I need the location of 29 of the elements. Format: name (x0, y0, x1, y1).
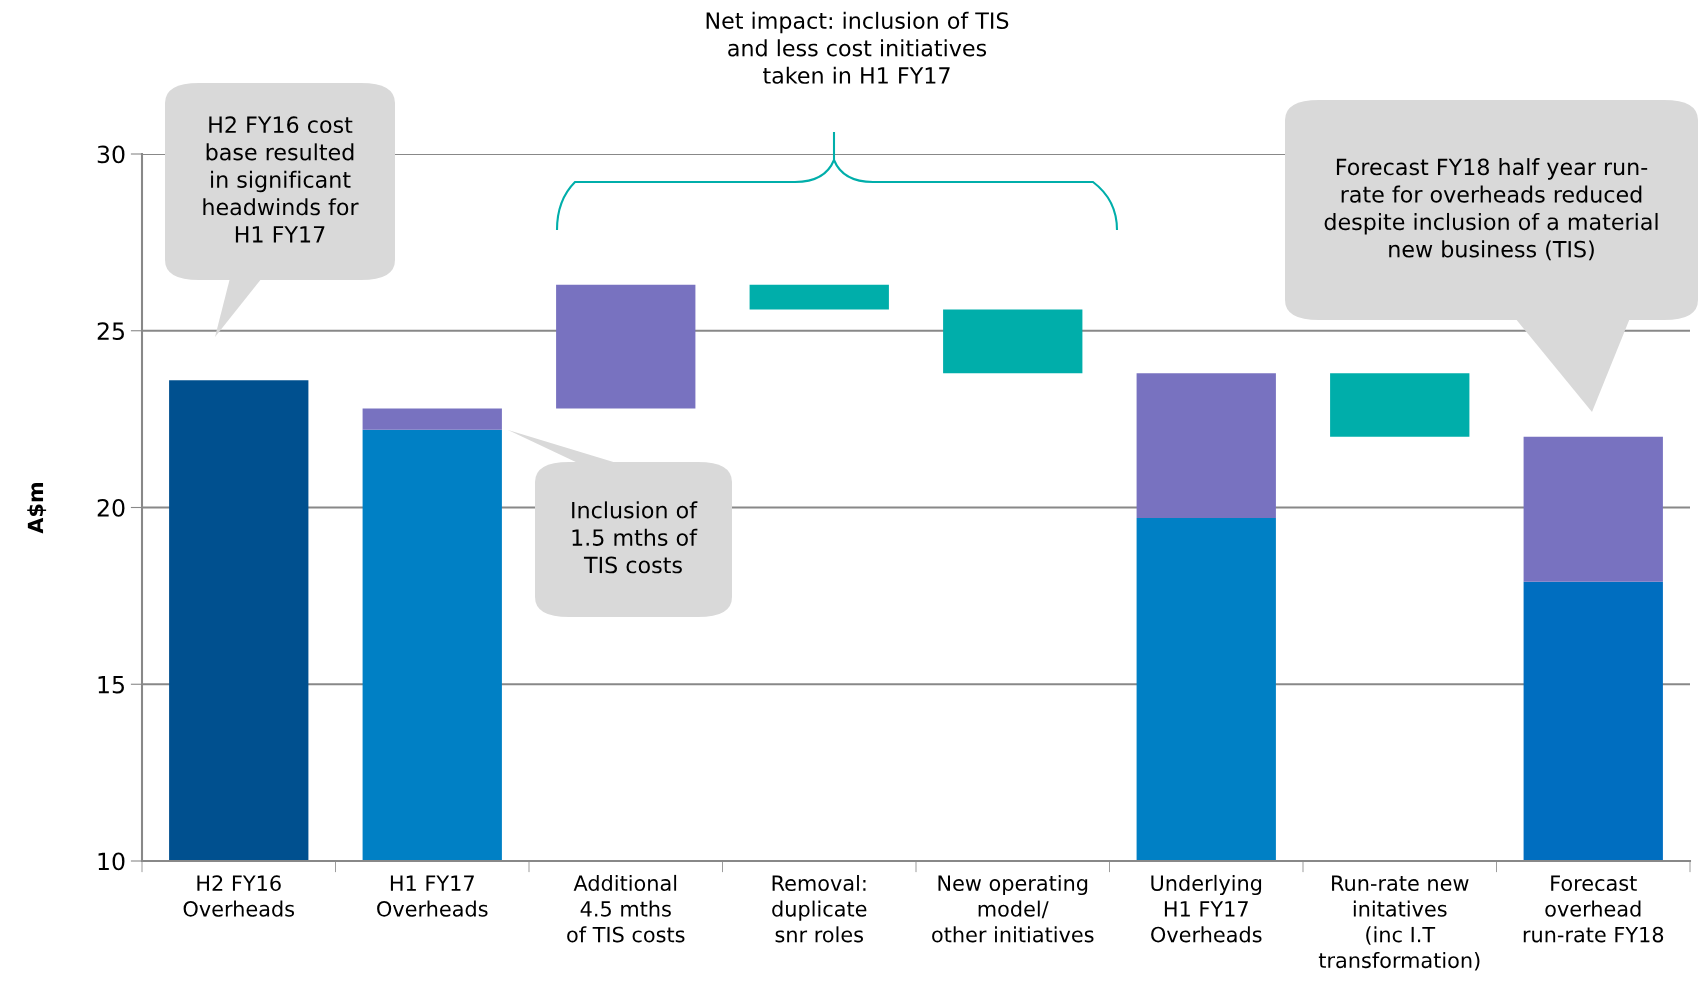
y-tick-label: 30 (97, 145, 125, 164)
bar (1136, 373, 1276, 519)
y-tick-label: 10 (98, 852, 125, 871)
bar (749, 284, 889, 310)
text: Net impact: inclusion of TIS and less cost initiatives taken in H1 FY17 (706, 11, 1009, 84)
x-tick-label: H2 FY16 Overheads (183, 875, 295, 917)
annotation: H2 FY16 cost base resulted in significant headwinds for H1 FY17 (203, 116, 359, 243)
x-tick-label: New operating model/ other initiatives (932, 874, 1094, 943)
bar (362, 429, 502, 861)
y-tick-label: 20 (97, 498, 125, 517)
bar (943, 309, 1083, 374)
y-tick-label: 25 (97, 322, 124, 341)
annotation: Forecast FY18 half year run- rate for overheads reduced despite inclusion of a material new business (TIS) (1324, 158, 1658, 261)
x-tick-label: Removal: duplicate snr roles (772, 874, 867, 943)
bar (362, 408, 502, 430)
bar (1523, 436, 1663, 582)
y-axis-title: A$m (27, 482, 47, 534)
bar (1330, 373, 1470, 437)
x-tick-label: Forecast overhead run-rate FY18 (1523, 875, 1664, 943)
bar (556, 284, 696, 409)
bar (1523, 581, 1663, 861)
x-tick-label: H1 FY17 Overheads (377, 875, 488, 917)
x-tick-label: Underlying H1 FY17 Overheads (1151, 874, 1262, 943)
x-tick-label: Additional 4.5 mths of TIS costs (567, 874, 685, 943)
x-tick-label: Run-rate new initatives (inc I.T transformation) (1318, 875, 1480, 971)
bar (169, 380, 309, 861)
annotation: Inclusion of 1.5 mths of TIS costs (572, 501, 698, 574)
bar (1136, 518, 1276, 861)
y-tick-label: 15 (98, 676, 124, 694)
